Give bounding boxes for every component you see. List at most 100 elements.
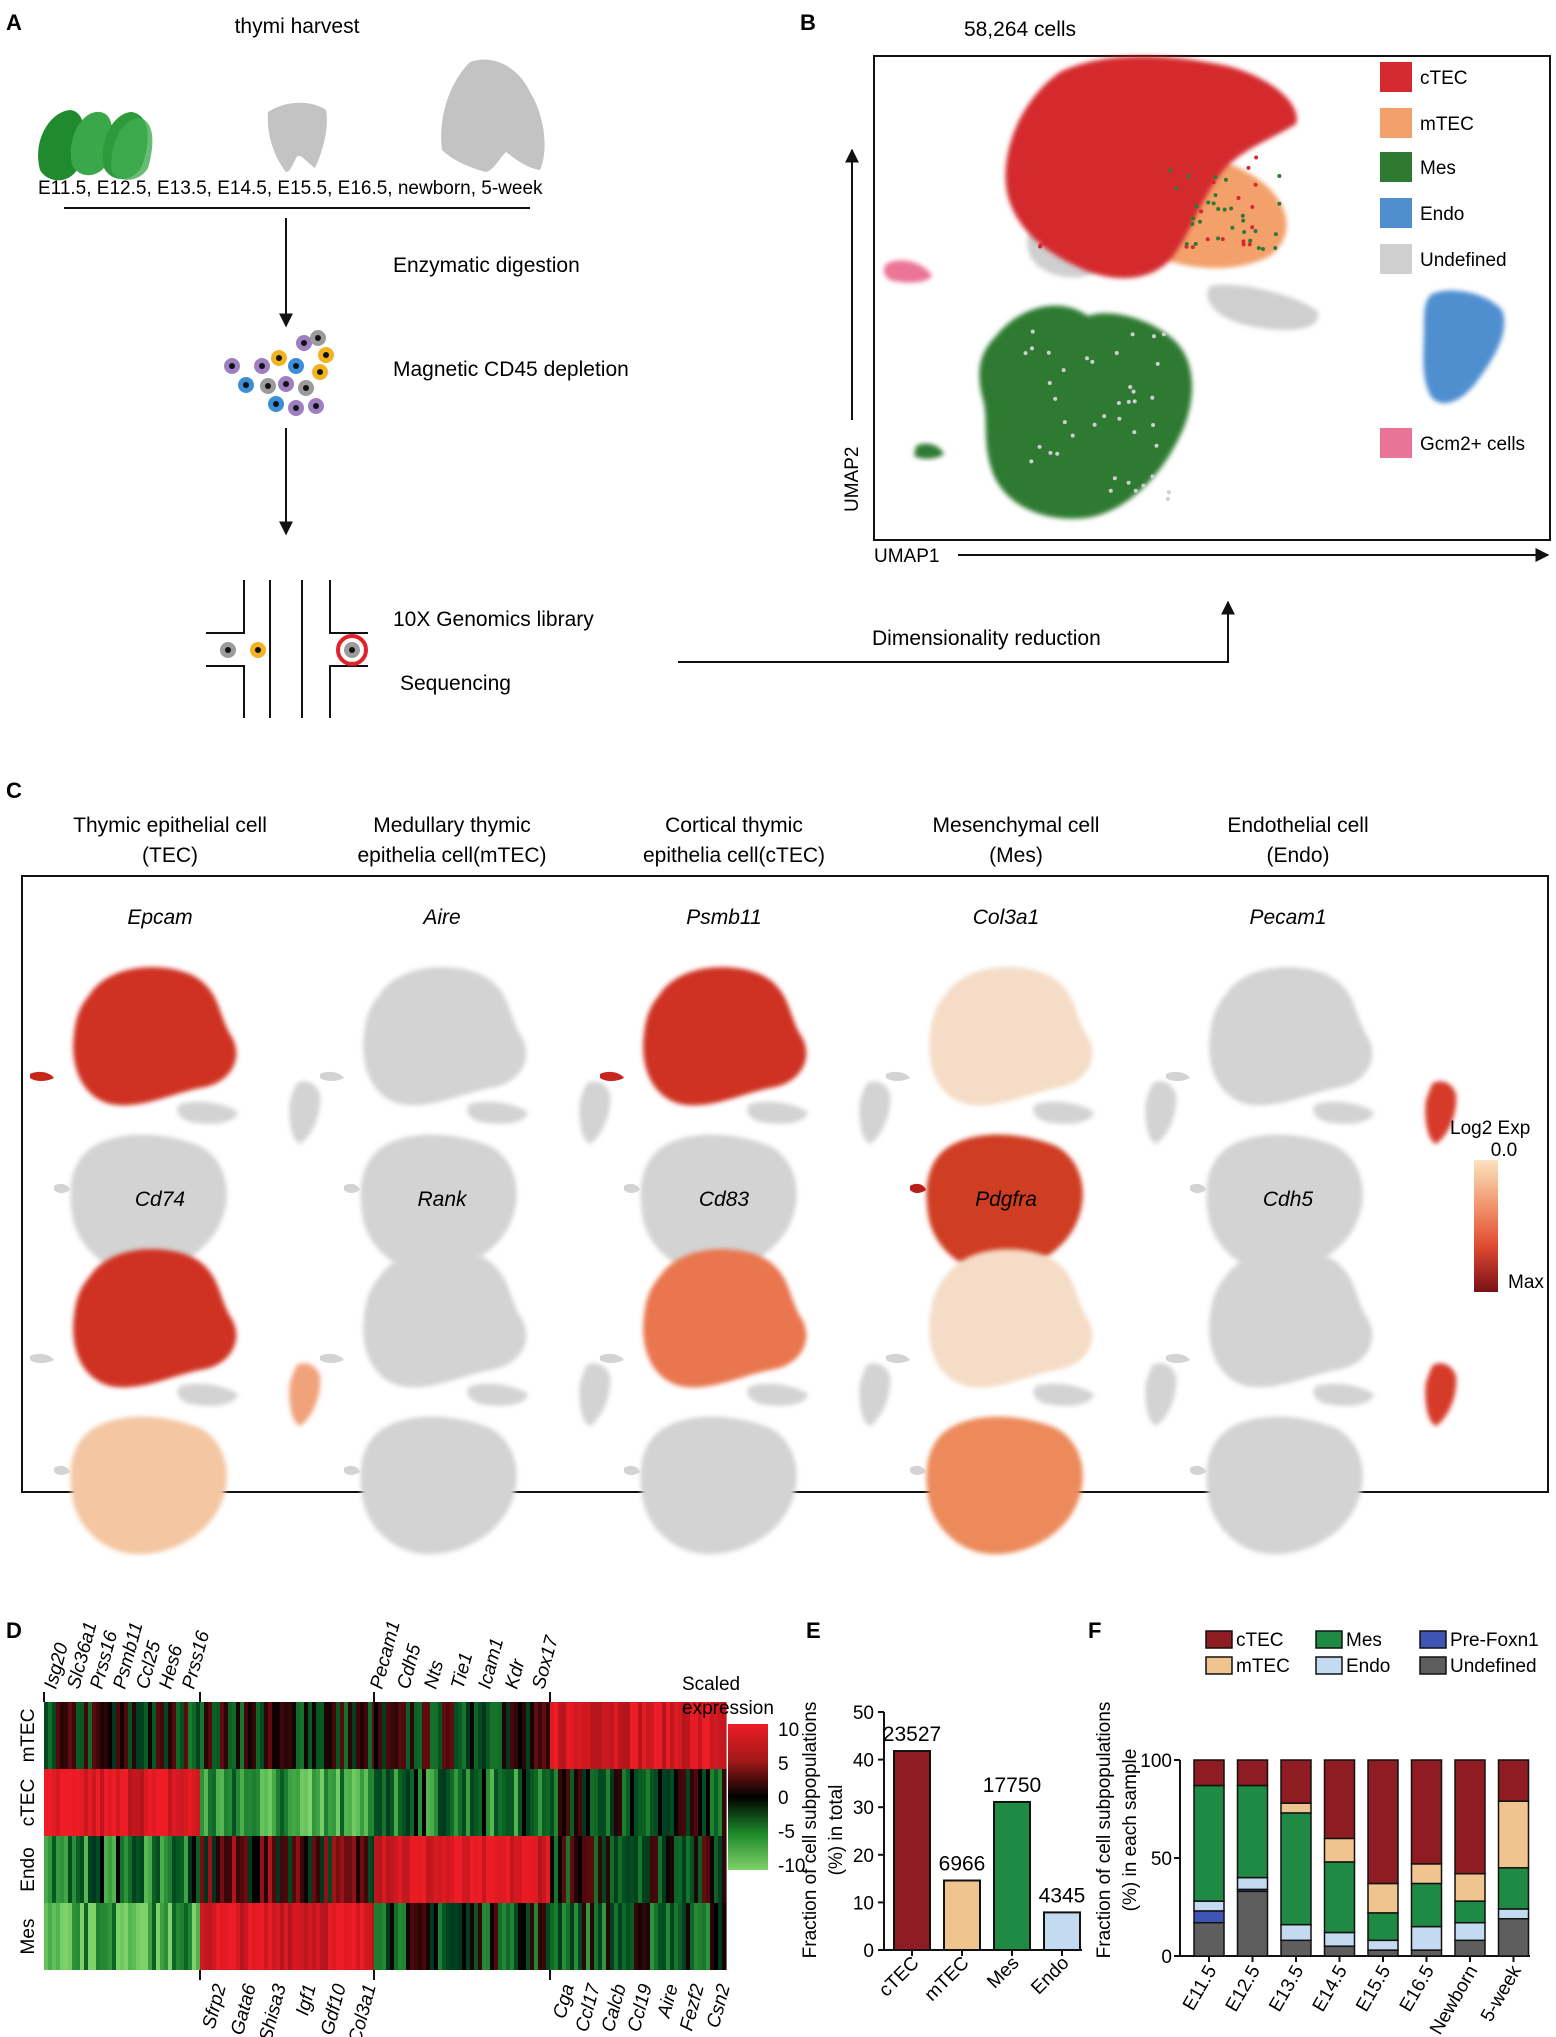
feature-blob xyxy=(1145,1081,1177,1144)
heatmap-cell xyxy=(104,1836,109,1903)
f-legend-label: mTEC xyxy=(1236,1656,1290,1677)
heatmap-cell xyxy=(638,1702,643,1769)
e-x-tick-label: cTEC xyxy=(875,1953,923,2001)
heatmap-cell xyxy=(658,1836,663,1903)
heatmap-cell xyxy=(666,1836,671,1903)
umap-dot xyxy=(1205,178,1210,183)
heatmap-cell xyxy=(394,1836,399,1903)
heatmap-cell xyxy=(602,1702,607,1769)
feature-plot: Aire xyxy=(320,906,611,1273)
umap-dot xyxy=(1048,450,1053,455)
heatmap-cell xyxy=(478,1903,483,1970)
f-bar-segment xyxy=(1280,1812,1312,1926)
heatmap-cell xyxy=(534,1769,539,1836)
heatmap-cell xyxy=(638,1769,643,1836)
umap-dot xyxy=(1116,400,1121,405)
heatmap-cell xyxy=(682,1769,687,1836)
f-x-tick-label: 5-week xyxy=(1477,1962,1526,2026)
umap-dot xyxy=(1190,245,1195,250)
f-legend-item: Endo xyxy=(1315,1656,1390,1677)
heatmap-cell xyxy=(172,1702,177,1769)
f-bar-segment xyxy=(1323,1759,1356,1840)
heatmap-cell xyxy=(482,1769,487,1836)
heatmap-cell xyxy=(390,1702,395,1769)
panel-label-f: F xyxy=(1088,1618,1101,1643)
step-enzymatic: Enzymatic digestion xyxy=(393,254,580,277)
feature-blob xyxy=(640,1416,797,1555)
feature-blob xyxy=(600,1071,624,1081)
heatmap-cell xyxy=(72,1702,77,1769)
feature-plot: Cdh5 xyxy=(1166,1188,1457,1555)
heatmap-cell xyxy=(308,1836,313,1903)
f-bar-segment xyxy=(1410,1863,1443,1885)
heatmap-cell xyxy=(356,1702,361,1769)
umap-cluster-endo xyxy=(1423,290,1505,404)
umap-dot xyxy=(1154,205,1159,210)
heatmap-cell xyxy=(88,1702,93,1769)
heatmap-cell xyxy=(690,1903,695,1970)
cell-type-header-line1: Mesenchymal cell xyxy=(933,814,1100,837)
umap-dot xyxy=(1196,128,1201,133)
heatmap-cell xyxy=(570,1769,575,1836)
heatmap-cell xyxy=(586,1769,591,1836)
heatmap-cell xyxy=(598,1769,603,1836)
stages-label: E11.5, E12.5, E13.5, E14.5, E15.5, E16.5… xyxy=(38,178,543,199)
gene-name: Cd74 xyxy=(135,1188,185,1211)
feature-blob xyxy=(360,1416,517,1555)
f-bar-segment xyxy=(1454,1759,1486,1875)
heatmap-cell xyxy=(674,1702,679,1769)
heatmap-cell xyxy=(438,1769,443,1836)
heatmap-cell xyxy=(124,1769,129,1836)
heatmap-cell xyxy=(188,1903,193,1970)
heatmap-cell xyxy=(458,1702,463,1769)
heatmap-cell xyxy=(332,1769,337,1836)
heatmap-cell xyxy=(156,1836,161,1903)
f-bar-segment xyxy=(1454,1939,1486,1957)
f-legend-item: Undefined xyxy=(1419,1656,1537,1677)
heatmap-cell xyxy=(382,1836,387,1903)
heatmap-cell xyxy=(654,1903,659,1970)
heatmap-row-label: Endo xyxy=(18,1847,39,1891)
heatmap-cell xyxy=(682,1836,687,1903)
heatmap-cell xyxy=(546,1769,551,1836)
heatmap-cell xyxy=(324,1836,329,1903)
heatmap-cell xyxy=(542,1702,547,1769)
heatmap-cell xyxy=(630,1702,635,1769)
feature-blob xyxy=(73,1249,237,1388)
heatmap-cell xyxy=(76,1769,81,1836)
heatmap-cell xyxy=(434,1702,439,1769)
heatmap-cell xyxy=(176,1702,181,1769)
heatmap-cell xyxy=(100,1903,105,1970)
heatmap-cell xyxy=(478,1836,483,1903)
heatmap-cell xyxy=(356,1903,361,1970)
heatmap-cell xyxy=(212,1769,217,1836)
heatmap-cell xyxy=(522,1769,527,1836)
heatmap-cell xyxy=(606,1702,611,1769)
umap-dot xyxy=(1047,380,1052,385)
umap-dot xyxy=(1248,238,1253,243)
heatmap-cell xyxy=(284,1769,289,1836)
feature-blob xyxy=(360,1134,517,1273)
feature-blob xyxy=(886,1071,910,1081)
heatmap-cell xyxy=(654,1769,659,1836)
heatmap-cell xyxy=(670,1903,675,1970)
feature-blob xyxy=(624,1183,640,1193)
heatmap-cell xyxy=(702,1769,707,1836)
umap-cluster-undefined xyxy=(1207,284,1319,330)
heatmap-cell xyxy=(662,1769,667,1836)
heatmap-cell xyxy=(650,1702,655,1769)
feature-blob xyxy=(1190,1183,1206,1193)
heatmap-cell xyxy=(48,1836,53,1903)
heatmap-cell xyxy=(662,1903,667,1970)
heatmap-cell xyxy=(490,1903,495,1970)
heatmap-cell xyxy=(590,1836,595,1903)
heatmap-cell xyxy=(160,1769,165,1836)
umap-dot xyxy=(1222,207,1227,212)
heatmap-cell xyxy=(566,1836,571,1903)
heatmap-cell xyxy=(264,1769,269,1836)
heatmap-cell xyxy=(128,1903,133,1970)
heatmap-row-label: Mes xyxy=(18,1919,39,1955)
f-bar-segment xyxy=(1236,1876,1269,1891)
heatmap-cell xyxy=(268,1769,273,1836)
heatmap-cell xyxy=(124,1836,129,1903)
